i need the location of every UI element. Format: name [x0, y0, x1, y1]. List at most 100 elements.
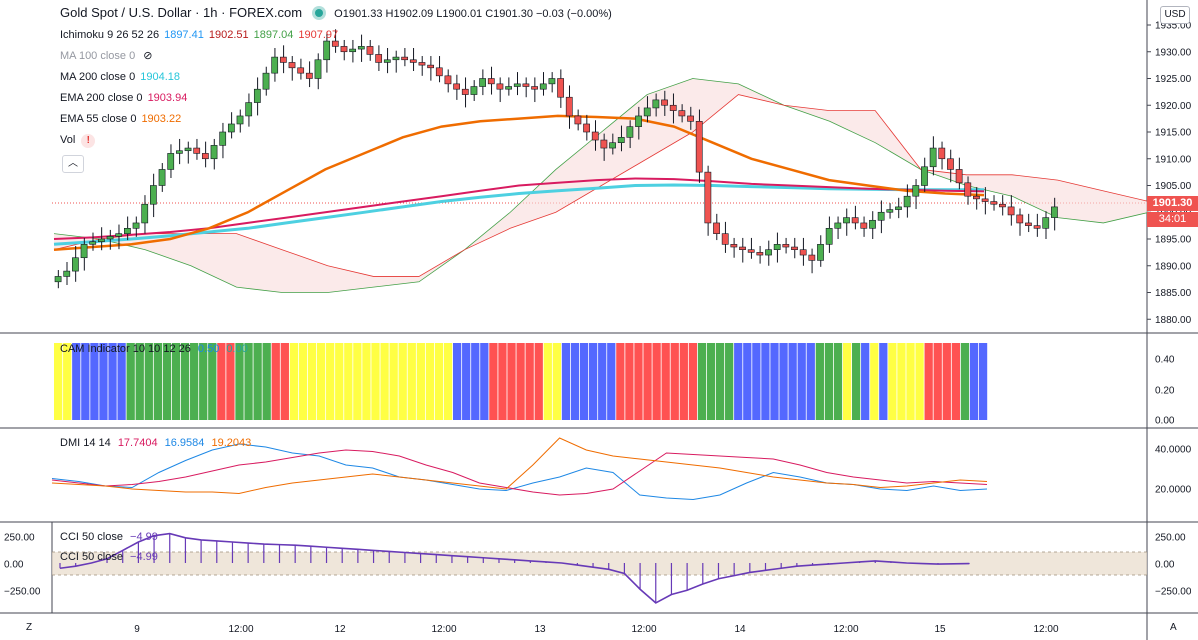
indicator-label: EMA 200 close 0	[60, 92, 143, 104]
candle-body	[54, 276, 62, 283]
candle-body	[496, 83, 504, 90]
indicator-legend-row[interactable]: EMA 200 close 0 1903.94	[60, 91, 338, 112]
time-tick-label: 12:00	[228, 624, 253, 635]
candle-body	[487, 78, 495, 85]
time-axis[interactable]: 9 12:00 12 12:00 13 12:00 14 12:00 15 12:00	[134, 624, 1059, 635]
cam-bar	[942, 343, 951, 420]
ema55-line	[53, 114, 985, 251]
candle-body	[435, 67, 443, 77]
candle-body	[167, 153, 175, 170]
cam-bars	[54, 343, 988, 420]
dmi-label: DMI 14 14	[60, 437, 111, 449]
symbol-legend: Gold Spot / U.S. Dollar · 1h · FOREX.com…	[60, 6, 612, 21]
cam-bar	[915, 343, 924, 420]
indicator-value: 1903.94	[147, 92, 188, 104]
time-tick-label: 12:00	[833, 624, 858, 635]
eye-hidden-icon[interactable]: ⊘	[143, 50, 153, 62]
dmi-lines	[51, 437, 988, 501]
candle-body	[201, 153, 209, 160]
price-tick-label: 1880.00	[1155, 315, 1192, 326]
candle-body	[288, 62, 296, 69]
cam-bar	[770, 343, 779, 420]
cam-bar	[607, 343, 616, 420]
collapse-legend-button[interactable]: ︿	[62, 155, 84, 173]
candle-body	[843, 217, 850, 224]
time-tick-label: 12:00	[631, 624, 656, 635]
candle-body	[869, 219, 876, 229]
candle-body	[808, 254, 816, 261]
candle-body	[340, 46, 348, 53]
indicator-legend-row[interactable]: Ichimoku 9 26 52 26 1897.41 1902.51 1897.04…	[60, 28, 338, 49]
candle-body	[461, 88, 469, 95]
cam-bar	[525, 343, 534, 420]
dmi-value-1: 17.7404	[117, 437, 158, 449]
candle-body	[895, 206, 902, 210]
countdown-tag: 34:01	[1147, 212, 1198, 227]
price-axis[interactable]: 1935.00 1930.00 1925.00 1920.00 1915.00 1910.…	[1147, 21, 1192, 326]
cci-band	[52, 552, 1147, 575]
cam-bar	[262, 343, 271, 420]
cci-tick-label-right: 0.00	[1155, 560, 1175, 571]
candle-body	[253, 88, 261, 103]
cam-bar	[498, 343, 507, 420]
candle-body	[565, 96, 573, 117]
cam-bar	[253, 343, 262, 420]
cam-bar	[969, 343, 979, 420]
candle-body	[89, 241, 97, 245]
candle-body	[132, 222, 140, 229]
cam-bar	[99, 343, 108, 420]
candle-body	[210, 145, 218, 160]
indicator-legend-row[interactable]: EMA 55 close 0 1903.22	[60, 112, 338, 133]
cci-legend-2: CCI 50 close −4.99	[60, 550, 158, 564]
cam-bar	[443, 343, 453, 420]
currency-badge[interactable]: USD	[1160, 6, 1190, 24]
cam-bar	[688, 343, 698, 420]
candle-body	[877, 211, 885, 221]
cci-histogram	[59, 532, 970, 604]
indicator-label: MA 100 close 0	[60, 50, 136, 62]
candle-body	[63, 270, 71, 277]
candle-body	[678, 110, 686, 117]
cci-tick-label-right: 250.00	[1155, 533, 1186, 544]
cam-tick-label: 0.20	[1155, 386, 1175, 397]
candle-body	[687, 115, 694, 122]
symbol-title[interactable]: Gold Spot / U.S. Dollar · 1h · FOREX.com	[60, 5, 303, 20]
cam-bar	[489, 343, 498, 420]
cam-label: CAM Indicator 10 10 12 26	[60, 343, 191, 355]
cam-bar	[788, 343, 797, 420]
cam-bar	[951, 343, 960, 420]
price-tick-label: 1905.00	[1155, 181, 1192, 192]
cam-bar	[335, 343, 344, 420]
candle-body	[713, 222, 720, 234]
candle-body	[921, 166, 928, 186]
indicator-legend-row[interactable]: Vol!	[60, 133, 338, 154]
candle-body	[444, 75, 452, 85]
auto-scale-button[interactable]: A	[1170, 622, 1177, 633]
cam-bar	[280, 343, 289, 420]
cam-bar	[725, 343, 734, 420]
indicator-legend-row[interactable]: MA 200 close 0 1904.18	[60, 70, 338, 91]
dmi-legend: DMI 14 14 17.7404 16.9584 19.2043	[60, 436, 251, 450]
zoom-z-button[interactable]: Z	[26, 622, 33, 633]
cam-bar	[235, 343, 244, 420]
cam-bar	[752, 343, 761, 420]
cam-bar	[54, 343, 63, 420]
warning-icon[interactable]: !	[81, 134, 96, 148]
candle-body	[323, 40, 331, 61]
candle-body	[730, 244, 738, 248]
cam-bar	[452, 343, 462, 420]
chevron-up-icon: ︿	[68, 158, 78, 169]
cam-bar	[226, 343, 235, 420]
cam-axis: 0.40 0.20 0.00	[1155, 355, 1175, 427]
candle-body	[661, 99, 668, 106]
price-tick-label: 1935.00	[1155, 21, 1192, 32]
candle-body	[80, 244, 88, 259]
cam-bar	[842, 343, 852, 420]
candle-body	[158, 169, 166, 186]
candle-body	[245, 102, 253, 117]
cam-bar	[63, 343, 72, 420]
cam-value-2: 0.00	[226, 343, 248, 355]
indicator-legend-row[interactable]: MA 100 close 0 ⊘	[60, 49, 338, 70]
cam-bar	[144, 343, 153, 420]
